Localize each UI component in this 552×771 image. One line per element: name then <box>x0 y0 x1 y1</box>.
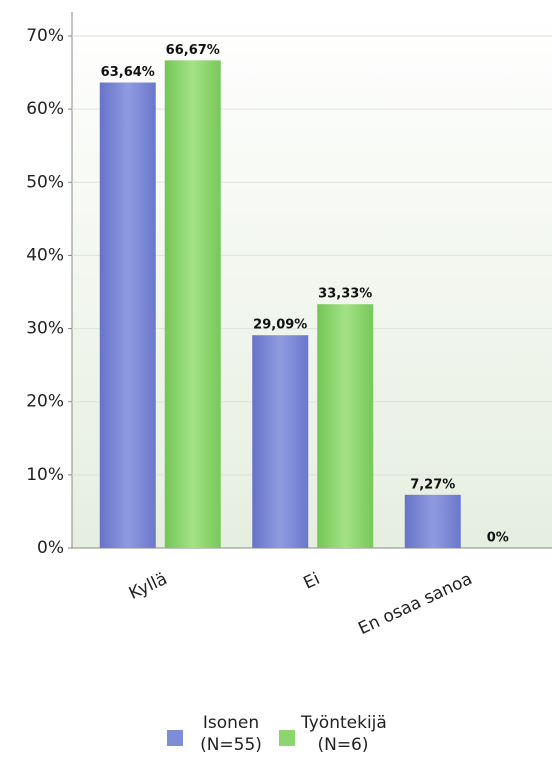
y-tick-label: 0% <box>37 538 64 558</box>
y-tick-label: 70% <box>26 26 64 46</box>
value-label: 29,09% <box>253 318 307 333</box>
legend-item: Isonen (N=55) <box>167 712 273 756</box>
bar <box>99 82 156 548</box>
bar <box>164 60 221 549</box>
legend-label: Työntekijä (N=6) <box>301 713 387 755</box>
value-label: 63,64% <box>101 65 155 80</box>
bar <box>404 494 461 548</box>
value-label: 33,33% <box>318 287 372 302</box>
value-label: 0% <box>487 531 509 546</box>
chart: 0% 10% 20% 30% 40% 50% 60% 70% Kyllä 63,64% 66,67%… <box>26 12 552 639</box>
bar <box>252 335 309 548</box>
y-tick-label: 50% <box>26 172 64 192</box>
legend-label: Isonen (N=55) <box>200 713 262 755</box>
x-tick-label: Kyllä <box>126 569 171 604</box>
y-tick-label: 20% <box>26 392 64 412</box>
legend-item: Työntekijä (N=6) <box>279 712 387 756</box>
value-label: 66,67% <box>166 43 220 58</box>
legend: Isonen (N=55) Työntekijä (N=6) <box>0 712 552 756</box>
legend-swatch <box>279 730 295 746</box>
y-tick-label: 40% <box>26 245 64 265</box>
x-tick-label: Ei <box>301 569 323 594</box>
bar <box>317 304 374 548</box>
x-tick-label: En osaa sanoa <box>355 569 475 639</box>
y-tick-label: 60% <box>26 99 64 119</box>
value-label: 7,27% <box>410 477 455 492</box>
legend-swatch <box>167 730 183 746</box>
y-tick-label: 10% <box>26 465 64 485</box>
y-tick-label: 30% <box>26 319 64 339</box>
